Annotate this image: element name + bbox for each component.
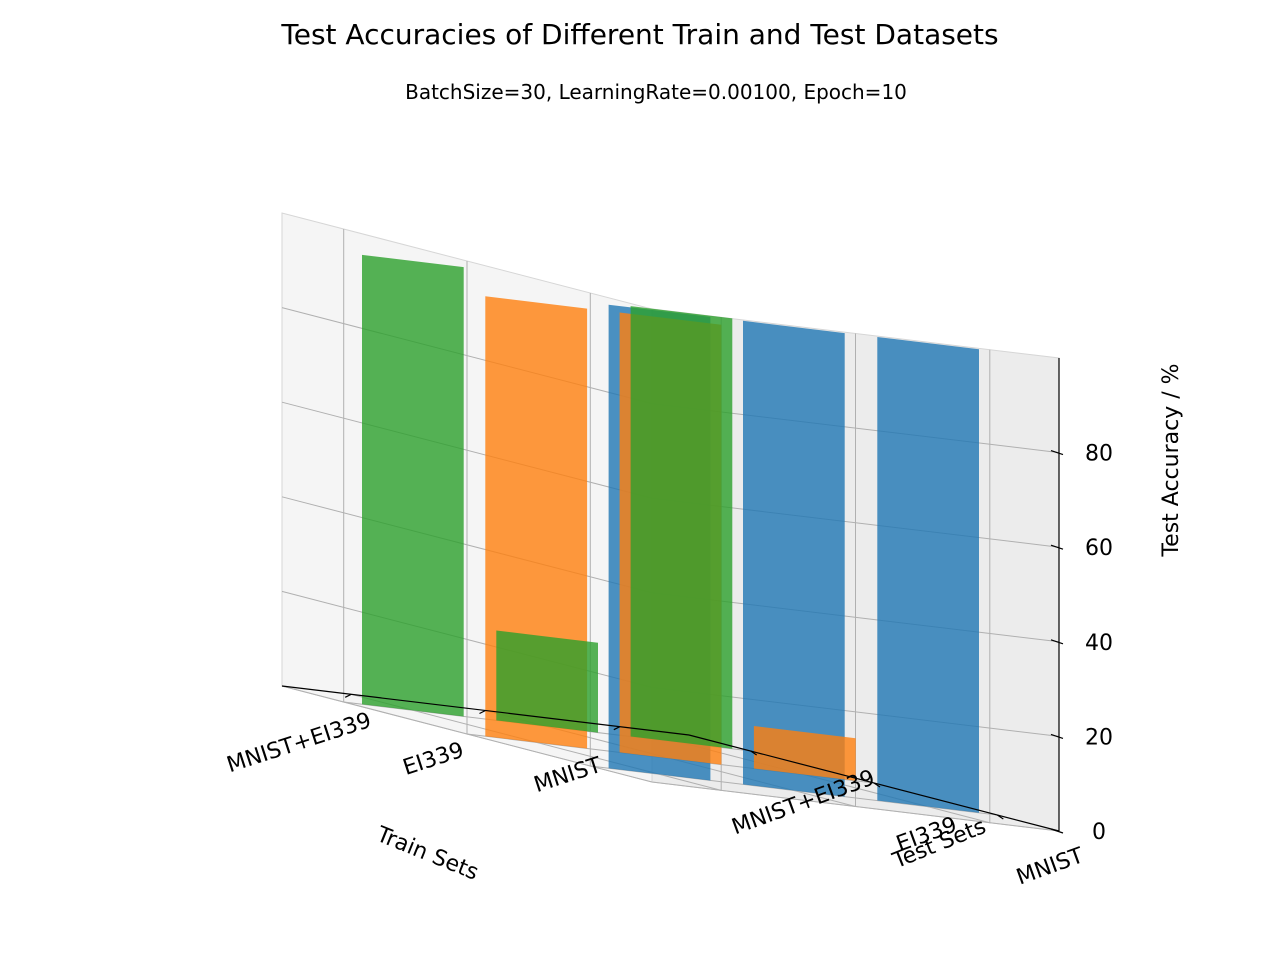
bar-mnist-ei339-ei339 xyxy=(496,630,598,733)
axes xyxy=(281,358,1064,834)
z-tick-2 xyxy=(1050,639,1064,645)
bars xyxy=(362,254,979,813)
z-tick-1 xyxy=(1050,733,1064,739)
bar-mnist-ei339 xyxy=(743,320,845,797)
test-gridline-2 xyxy=(589,293,998,816)
bar-mnist-mnist xyxy=(877,337,979,813)
x-tick-2 xyxy=(613,726,621,731)
bar-mnist-ei339-mnist-ei339 xyxy=(362,254,464,717)
z-tick-label-2: 40 xyxy=(1085,631,1113,656)
z-tick-4 xyxy=(1050,450,1064,456)
y-tick-0 xyxy=(750,750,757,756)
z-tick-label-0: 0 xyxy=(1092,820,1106,845)
z-axis-label: Test Accuracy / % xyxy=(1159,363,1184,557)
bar-mnist-ei339-mnist xyxy=(630,306,733,749)
x-tick-label-0: MNIST+EI339 xyxy=(224,708,375,778)
z-gridline-0 xyxy=(281,685,1060,832)
z-tick-label-1: 20 xyxy=(1085,725,1113,750)
chart-subtitle: BatchSize=30, LearningRate=0.00100, Epoc… xyxy=(405,80,907,104)
y-tick-1 xyxy=(873,782,881,788)
z-tick-label-4: 80 xyxy=(1085,442,1113,467)
chart-title: Test Accuracies of Different Train and T… xyxy=(280,18,998,51)
bar-ei339-mnist xyxy=(753,726,856,781)
x-tick-1 xyxy=(479,709,486,715)
z-tick-3 xyxy=(1050,544,1064,550)
x-tick-label-1: EI339 xyxy=(400,738,467,781)
y-tick-2 xyxy=(996,814,1004,820)
x-axis-label: Train Sets xyxy=(372,822,482,886)
y-tick-label-2: MNIST xyxy=(1013,843,1087,890)
test-gridline-1 xyxy=(466,261,875,784)
x-tick-0 xyxy=(344,693,352,698)
z-tick-label-3: 60 xyxy=(1085,536,1113,561)
z-tick-0 xyxy=(1050,828,1064,834)
